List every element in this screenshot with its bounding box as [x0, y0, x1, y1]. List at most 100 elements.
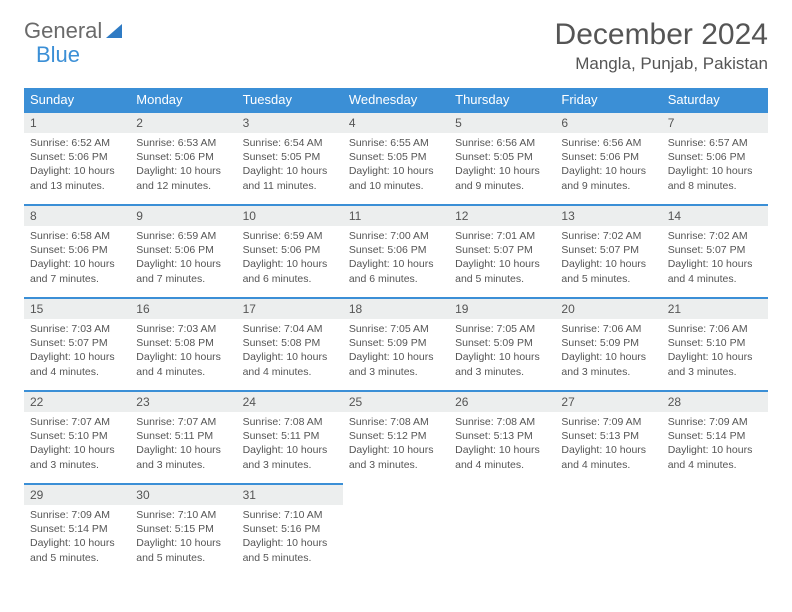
sunrise-text: Sunrise: 7:06 AM	[668, 322, 762, 336]
sunrise-text: Sunrise: 7:07 AM	[136, 415, 230, 429]
day-content-cell	[449, 505, 555, 576]
title-block: December 2024 Mangla, Punjab, Pakistan	[555, 18, 768, 74]
daylight-text: Daylight: 10 hours and 5 minutes.	[30, 536, 124, 564]
day-number-cell: 12	[449, 205, 555, 226]
sun-info-block: Sunrise: 6:57 AMSunset: 5:06 PMDaylight:…	[668, 136, 762, 196]
sunrise-text: Sunrise: 6:52 AM	[30, 136, 124, 150]
day-content-cell	[555, 505, 661, 576]
sunset-text: Sunset: 5:06 PM	[243, 243, 337, 257]
sunset-text: Sunset: 5:06 PM	[136, 243, 230, 257]
day-content-cell: Sunrise: 6:56 AMSunset: 5:06 PMDaylight:…	[555, 133, 661, 205]
day-number-cell: 5	[449, 112, 555, 133]
day-number-cell: 16	[130, 298, 236, 319]
sunrise-text: Sunrise: 7:08 AM	[349, 415, 443, 429]
weekday-header: Monday	[130, 88, 236, 112]
daylight-text: Daylight: 10 hours and 4 minutes.	[136, 350, 230, 378]
sunrise-text: Sunrise: 7:08 AM	[243, 415, 337, 429]
month-title: December 2024	[555, 18, 768, 52]
day-number-cell: 3	[237, 112, 343, 133]
day-number-cell: 24	[237, 391, 343, 412]
day-number-cell: 26	[449, 391, 555, 412]
sunrise-text: Sunrise: 6:59 AM	[136, 229, 230, 243]
sunset-text: Sunset: 5:12 PM	[349, 429, 443, 443]
day-number-cell	[662, 484, 768, 505]
sunrise-text: Sunrise: 6:54 AM	[243, 136, 337, 150]
sunset-text: Sunset: 5:10 PM	[668, 336, 762, 350]
day-content-cell: Sunrise: 7:07 AMSunset: 5:10 PMDaylight:…	[24, 412, 130, 484]
day-number-cell: 28	[662, 391, 768, 412]
day-content-row: Sunrise: 6:52 AM Sunset: 5:06 PM Daylight:…	[24, 133, 768, 205]
sunrise-text: Sunrise: 7:05 AM	[349, 322, 443, 336]
sun-info-block: Sunrise: 7:10 AMSunset: 5:16 PMDaylight:…	[243, 508, 337, 568]
day-content-row: Sunrise: 6:58 AMSunset: 5:06 PMDaylight:…	[24, 226, 768, 298]
day-content-cell: Sunrise: 6:59 AMSunset: 5:06 PMDaylight:…	[130, 226, 236, 298]
sunset-text: Sunset: 5:07 PM	[668, 243, 762, 257]
sunrise-text: Sunrise: 6:58 AM	[30, 229, 124, 243]
location-label: Mangla, Punjab, Pakistan	[555, 54, 768, 74]
sun-info-block: Sunrise: 7:07 AMSunset: 5:11 PMDaylight:…	[136, 415, 230, 475]
day-number-cell: 23	[130, 391, 236, 412]
sunset-text: Sunset: 5:11 PM	[136, 429, 230, 443]
day-content-row: Sunrise: 7:03 AMSunset: 5:07 PMDaylight:…	[24, 319, 768, 391]
sun-info-block: Sunrise: 6:53 AMSunset: 5:06 PMDaylight:…	[136, 136, 230, 196]
day-content-cell: Sunrise: 7:05 AMSunset: 5:09 PMDaylight:…	[449, 319, 555, 391]
sun-info-block: Sunrise: 6:55 AMSunset: 5:05 PMDaylight:…	[349, 136, 443, 196]
day-content-cell: Sunrise: 6:59 AMSunset: 5:06 PMDaylight:…	[237, 226, 343, 298]
sunrise-text: Sunrise: 6:55 AM	[349, 136, 443, 150]
day-number-row: 15161718192021	[24, 298, 768, 319]
day-number-cell: 1	[24, 112, 130, 133]
day-content-cell: Sunrise: 6:58 AMSunset: 5:06 PMDaylight:…	[24, 226, 130, 298]
sunset-text: Sunset: 5:08 PM	[243, 336, 337, 350]
sunrise-text: Sunrise: 7:00 AM	[349, 229, 443, 243]
day-number-cell: 18	[343, 298, 449, 319]
day-content-cell: Sunrise: 6:54 AMSunset: 5:05 PMDaylight:…	[237, 133, 343, 205]
day-number-cell: 13	[555, 205, 661, 226]
day-content-cell: Sunrise: 7:10 AMSunset: 5:15 PMDaylight:…	[130, 505, 236, 576]
daylight-text: Daylight: 10 hours and 4 minutes.	[668, 443, 762, 471]
day-number-cell: 19	[449, 298, 555, 319]
sunset-text: Sunset: 5:10 PM	[30, 429, 124, 443]
calendar-table: Sunday Monday Tuesday Wednesday Thursday…	[24, 88, 768, 576]
sun-info-block: Sunrise: 7:10 AMSunset: 5:15 PMDaylight:…	[136, 508, 230, 568]
sun-info-block: Sunrise: 7:03 AMSunset: 5:08 PMDaylight:…	[136, 322, 230, 382]
header: General December 2024 Mangla, Punjab, Pa…	[24, 18, 768, 74]
day-content-cell: Sunrise: 7:03 AMSunset: 5:07 PMDaylight:…	[24, 319, 130, 391]
day-content-cell: Sunrise: 7:08 AMSunset: 5:11 PMDaylight:…	[237, 412, 343, 484]
daylight-text: Daylight: 10 hours and 5 minutes.	[455, 257, 549, 285]
day-content-cell: Sunrise: 7:09 AMSunset: 5:14 PMDaylight:…	[662, 412, 768, 484]
sunrise-text: Sunrise: 7:04 AM	[243, 322, 337, 336]
sun-info-block: Sunrise: 7:04 AMSunset: 5:08 PMDaylight:…	[243, 322, 337, 382]
weekday-header: Saturday	[662, 88, 768, 112]
sunrise-text: Sunrise: 7:09 AM	[30, 508, 124, 522]
sun-info-block: Sunrise: 7:05 AMSunset: 5:09 PMDaylight:…	[455, 322, 549, 382]
day-content-cell: Sunrise: 7:00 AMSunset: 5:06 PMDaylight:…	[343, 226, 449, 298]
sunset-text: Sunset: 5:16 PM	[243, 522, 337, 536]
sunrise-text: Sunrise: 7:03 AM	[30, 322, 124, 336]
sunset-text: Sunset: 5:06 PM	[30, 243, 124, 257]
logo: General	[24, 18, 122, 44]
sunset-text: Sunset: 5:06 PM	[136, 150, 230, 164]
day-number-cell: 20	[555, 298, 661, 319]
logo-mark-icon	[106, 24, 122, 38]
day-content-cell: Sunrise: 7:02 AMSunset: 5:07 PMDaylight:…	[662, 226, 768, 298]
sun-info-block: Sunrise: 7:05 AMSunset: 5:09 PMDaylight:…	[349, 322, 443, 382]
sunset-text: Sunset: 5:09 PM	[349, 336, 443, 350]
daylight-text: Daylight: 10 hours and 4 minutes.	[243, 350, 337, 378]
sunrise-text: Sunrise: 6:56 AM	[561, 136, 655, 150]
day-number-cell: 30	[130, 484, 236, 505]
day-number-cell: 31	[237, 484, 343, 505]
logo-text-2: Blue	[36, 42, 80, 68]
sunrise-text: Sunrise: 7:08 AM	[455, 415, 549, 429]
weekday-header: Sunday	[24, 88, 130, 112]
day-number-cell: 22	[24, 391, 130, 412]
sunrise-text: Sunrise: 7:05 AM	[455, 322, 549, 336]
day-content-cell: Sunrise: 7:05 AMSunset: 5:09 PMDaylight:…	[343, 319, 449, 391]
sun-info-block: Sunrise: 6:59 AMSunset: 5:06 PMDaylight:…	[243, 229, 337, 289]
day-number-row: 293031	[24, 484, 768, 505]
sun-info-block: Sunrise: 7:09 AMSunset: 5:13 PMDaylight:…	[561, 415, 655, 475]
sunset-text: Sunset: 5:05 PM	[243, 150, 337, 164]
daylight-text: Daylight: 10 hours and 3 minutes.	[349, 350, 443, 378]
sun-info-block: Sunrise: 7:06 AMSunset: 5:10 PMDaylight:…	[668, 322, 762, 382]
daylight-text: Daylight: 10 hours and 5 minutes.	[561, 257, 655, 285]
daylight-text: Daylight: 10 hours and 9 minutes.	[455, 164, 549, 192]
